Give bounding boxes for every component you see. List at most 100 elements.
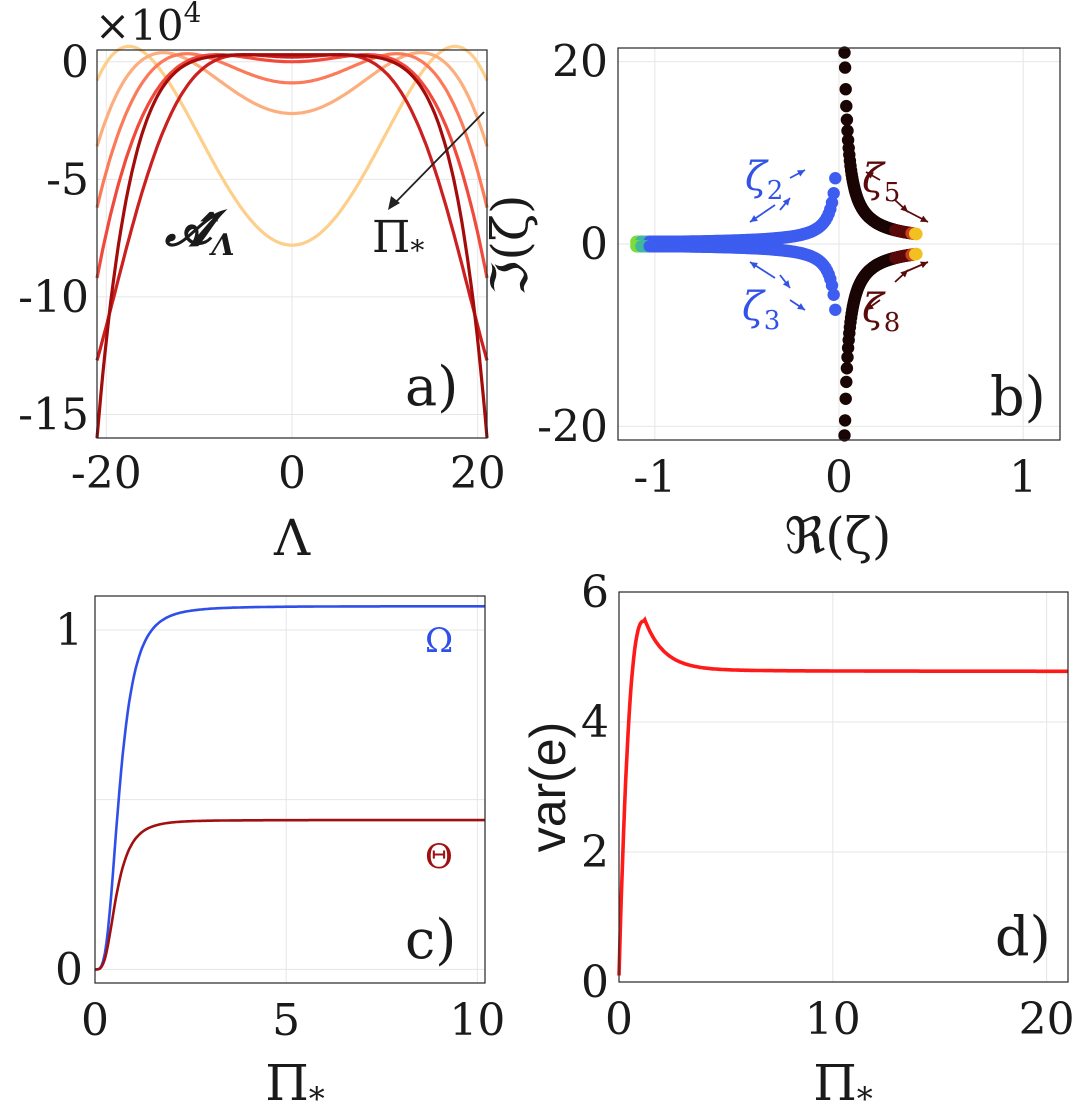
x-tick-label: -20: [71, 448, 142, 499]
x-tick-label: 20: [1019, 994, 1075, 1045]
panel-b-point: [829, 172, 842, 185]
panel-b-annotation-arrowhead: [920, 261, 928, 269]
panel-a: -20 0 20 0 -5 -10 -15 ×104 Λ 𝓐̂Λ Π* a): [18, 0, 506, 567]
panel-a-xlabel: Λ: [273, 509, 311, 567]
panel-b-annotation-arrowhead: [750, 262, 758, 269]
panel-d-label: d): [995, 905, 1051, 968]
panel-b-points: [630, 46, 923, 442]
panel-d-frame: [618, 591, 1069, 983]
panel-b-ylabel: ℑ(ζ): [481, 195, 539, 296]
panel-a-multiplier: ×104: [95, 0, 201, 50]
panel-b: -1 0 1 20 0 -20 ℜ(ζ) ℑ(ζ) ζ2 ζ3 ζ5 ζ8 b): [481, 37, 1061, 565]
panel-b-annotation-arrowhead: [797, 170, 805, 177]
panel-c-label: c): [405, 908, 456, 971]
panel-c-xlabel: Π*: [265, 1054, 325, 1117]
panel-b-point: [839, 392, 852, 405]
panel-b-point: [910, 247, 923, 261]
panel-a-label: a): [405, 355, 458, 418]
y-tick-label: 4: [581, 697, 609, 748]
panel-c-grid: [94, 596, 485, 983]
panel-b-point: [840, 99, 853, 113]
panel-a-arrowhead: [388, 196, 400, 210]
panel-a-curve-label: 𝓐̂Λ: [164, 201, 235, 263]
x-tick-label: -1: [633, 452, 676, 503]
panel-b-annotation-arrowhead: [920, 215, 928, 222]
y-tick-label: 0: [581, 957, 609, 1008]
y-tick-label: -10: [18, 272, 89, 323]
y-tick-label: 0: [61, 37, 89, 88]
panel-a-ticks: -20 0 20 0 -5 -10 -15: [18, 37, 506, 499]
panel-b-point: [910, 227, 923, 241]
panel-b-point: [829, 303, 842, 316]
panel-c-theta-label: Θ: [425, 837, 453, 877]
panel-b-annotation: ζ8: [862, 286, 900, 338]
panel-d-xlabel: Π*: [813, 1054, 873, 1117]
panel-b-point: [840, 362, 854, 375]
panel-b-point: [838, 61, 852, 74]
y-tick-label: -5: [46, 154, 89, 205]
panel-b-annotation: ζ5: [862, 156, 900, 208]
panel-c-series-line: [95, 604, 486, 971]
y-tick-label: 6: [581, 567, 609, 618]
panel-a-arrow-label: Π*: [372, 212, 424, 267]
panel-b-point: [840, 113, 854, 126]
panel-c-series-line: [95, 818, 485, 971]
panel-b-annotation-arrowhead: [797, 303, 805, 310]
panel-c-omega-label: Ω: [425, 621, 453, 661]
panel-a-series-line: [95, 51, 489, 147]
panel-b-label: b): [990, 365, 1046, 428]
panel-b-annotation-arrowhead: [866, 302, 874, 310]
panel-b-point: [827, 288, 840, 301]
panel-b-point: [838, 46, 851, 59]
panel-b-point: [827, 187, 840, 200]
y-tick-label: -15: [18, 389, 89, 440]
panel-d-lines: [617, 616, 1068, 976]
panel-a-series-line: [95, 44, 489, 247]
panel-a-frame: [96, 49, 488, 439]
y-tick-label: 20: [552, 37, 608, 88]
x-tick-label: 20: [450, 448, 506, 499]
x-tick-label: 10: [805, 994, 861, 1045]
panel-b-annotation-arrowhead: [900, 270, 908, 278]
panel-a-series-line: [95, 53, 489, 439]
y-tick-label: 0: [55, 944, 83, 995]
y-tick-label: 0: [580, 219, 608, 270]
panel-d-series-line: [617, 616, 1068, 976]
panel-c-frame: [94, 595, 486, 984]
panel-a-series-line: [95, 52, 489, 279]
x-tick-label: 5: [272, 995, 300, 1046]
panel-b-annotations: ζ2 ζ3 ζ5 ζ8: [742, 154, 929, 338]
panel-b-grid: [618, 48, 1060, 440]
panel-d-ylabel: var(e): [520, 722, 576, 853]
panel-b-ticks: -1 0 1 20 0 -20: [537, 37, 1037, 503]
panel-a-arrow: [391, 111, 485, 207]
x-tick-label: 0: [81, 995, 109, 1046]
panel-b-xlabel: ℜ(ζ): [785, 507, 892, 565]
panel-b-point: [838, 429, 851, 442]
panel-b-annotation: ζ3: [742, 284, 780, 336]
panel-b-annotation-arrowhead: [782, 198, 790, 206]
panel-b-annotation-arrowhead: [782, 280, 790, 288]
x-tick-label: 0: [825, 452, 853, 503]
panel-b-annotation-arrowhead: [750, 215, 758, 222]
panel-b-point: [825, 196, 839, 209]
x-tick-label: 0: [605, 994, 633, 1045]
y-tick-label: 2: [581, 827, 609, 878]
y-tick-label: -20: [537, 401, 608, 452]
panel-b-point: [839, 83, 852, 96]
x-tick-label: 0: [278, 448, 306, 499]
panel-b-annotation-arrowhead: [900, 204, 908, 212]
x-tick-label: 1: [1009, 452, 1037, 503]
panel-b-point: [841, 351, 854, 364]
panel-b-annotation-arrowhead: [866, 172, 874, 179]
panel-b-frame: [617, 47, 1061, 441]
panel-a-series-line: [95, 52, 489, 361]
panel-b-point: [838, 414, 852, 427]
panel-b-annotation: ζ2: [745, 154, 783, 206]
panel-a-lines: [95, 44, 489, 439]
